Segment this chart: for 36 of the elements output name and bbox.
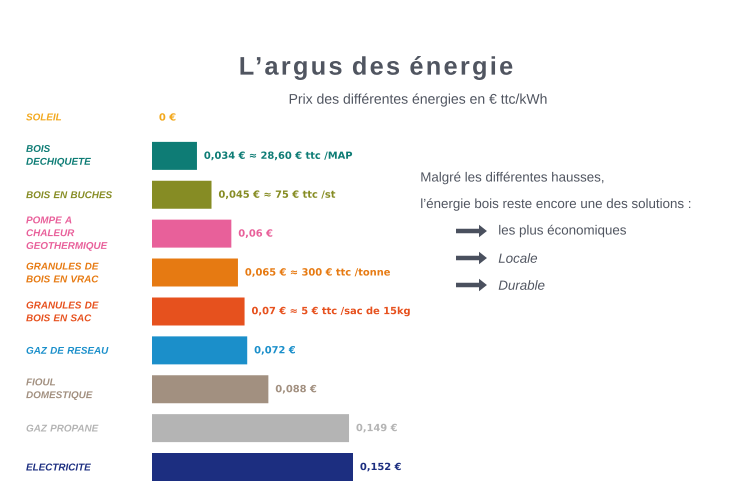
bar [152, 375, 268, 404]
text: Prix des différentes énergies en € ttc/kWh [290, 93, 546, 107]
text: Malgré les différentes hausses, [421, 172, 604, 184]
data-label: 0 € [159, 113, 176, 121]
data-label: 0,149 € [356, 424, 397, 433]
bar [152, 258, 238, 287]
bar [152, 297, 245, 326]
bar [152, 336, 248, 364]
data-label: 0,152 € [360, 462, 401, 472]
data-label: 0,045 € ≈ 75 € ttc /st [218, 190, 336, 200]
bar [152, 180, 212, 209]
text: les plus économiques [499, 224, 626, 238]
bar [152, 453, 353, 482]
y-tick-label: GRANULES DE BOIS EN VRAC [26, 262, 99, 282]
text: l’énergie bois reste encore une des solutions : [421, 198, 690, 211]
data-label: 0,06 € [238, 229, 272, 238]
y-tick-label: SOLEIL [26, 113, 62, 120]
data-label: 0,088 € [276, 384, 316, 394]
bar [152, 414, 350, 442]
data-label: 0,07 € ≈ 5 € ttc /sac de 15kg [252, 306, 410, 316]
data-label: 0,065 € ≈ 300 € ttc /tonne [245, 268, 390, 277]
data-label: 0,034 € ≈ 28,60 € ttc /MAP [204, 151, 352, 160]
y-tick-label: GAZ PROPANE [26, 424, 98, 432]
y-tick-label: ELECTRICITE [26, 464, 91, 471]
bar [152, 220, 232, 248]
y-tick-label: GRANULES DE BOIS EN SAC [26, 302, 99, 322]
data-label: 0,072 € [254, 346, 296, 355]
y-tick-label: BOIS EN BUCHES [26, 191, 112, 198]
chart-title: L’argus des énergie [240, 56, 512, 80]
bar [152, 142, 197, 170]
text: Locale [498, 253, 538, 263]
y-tick-label: BOIS DECHIQUETE [26, 145, 91, 167]
y-tick-label: POMPE A CHALEUR GEOTHERMIQUE [26, 216, 108, 251]
y-tick-label: GAZ DE RESEAU [26, 346, 108, 354]
text: Durable [498, 280, 544, 290]
y-tick-label: FIOUL DOMESTIQUE [26, 378, 93, 400]
